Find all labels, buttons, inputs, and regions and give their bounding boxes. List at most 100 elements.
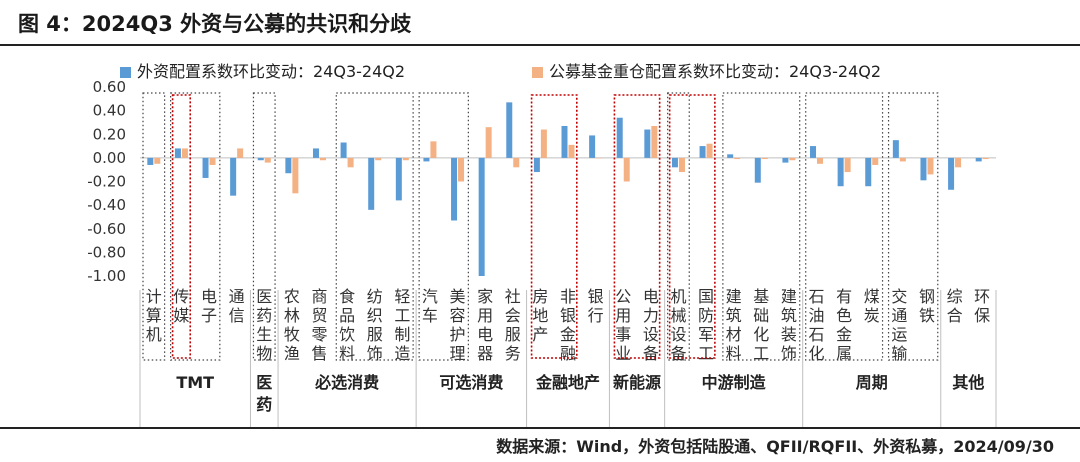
bar-fund-0 bbox=[154, 157, 161, 164]
category-label: 国 bbox=[698, 287, 714, 306]
category-label: 渔 bbox=[284, 344, 300, 363]
category-label: 色 bbox=[836, 306, 852, 325]
bar-fund-7 bbox=[347, 157, 354, 168]
category-label: 交 bbox=[891, 287, 907, 306]
category-label: 事 bbox=[615, 325, 631, 344]
category-label: 社 bbox=[505, 287, 521, 306]
source-bar: 数据来源：Wind，外资包括陆股通、QFII/RQFII、外资私募，2024/0… bbox=[0, 427, 1080, 462]
category-label: 务 bbox=[505, 344, 521, 363]
category-label: 设 bbox=[670, 325, 686, 344]
group-label: 可选消费 bbox=[439, 373, 503, 392]
bar-fund-10 bbox=[430, 141, 437, 158]
highlight-box-red bbox=[613, 94, 661, 359]
category-label: 非 bbox=[560, 287, 576, 306]
category-label: 机 bbox=[670, 287, 686, 306]
y-tick-label: -0.40 bbox=[87, 196, 126, 214]
category-label: 饰 bbox=[781, 344, 797, 363]
category-label: 输 bbox=[891, 344, 907, 363]
bar-foreign-14 bbox=[533, 157, 540, 173]
category-label: 基 bbox=[753, 287, 769, 306]
bar-fund-25 bbox=[844, 157, 851, 173]
category-label: 织 bbox=[367, 306, 383, 325]
category-label: 用 bbox=[615, 306, 631, 325]
y-tick-label: 0.00 bbox=[93, 149, 126, 167]
category-label: 会 bbox=[505, 306, 521, 325]
category-label: 料 bbox=[339, 344, 355, 363]
bar-fund-9 bbox=[402, 157, 409, 161]
category-label: 售 bbox=[311, 344, 327, 363]
category-label: 银 bbox=[560, 306, 576, 325]
category-label: 轻 bbox=[394, 287, 410, 306]
category-label: 容 bbox=[450, 306, 466, 325]
bar-foreign-15 bbox=[561, 125, 568, 158]
bar-foreign-2 bbox=[202, 157, 209, 178]
bar-fund-30 bbox=[982, 157, 989, 160]
category-label: 信 bbox=[229, 306, 245, 325]
category-label: 家 bbox=[477, 287, 493, 306]
category-label: 石 bbox=[809, 325, 825, 344]
category-label: 理 bbox=[450, 344, 466, 363]
highlight-box-red bbox=[530, 94, 578, 359]
category-label: 通 bbox=[891, 306, 907, 325]
category-label: 筑 bbox=[781, 306, 797, 325]
bar-foreign-9 bbox=[395, 157, 402, 201]
bar-foreign-6 bbox=[312, 148, 319, 158]
category-label: 食 bbox=[339, 287, 355, 306]
bar-fund-8 bbox=[375, 157, 382, 161]
bar-fund-12 bbox=[485, 127, 492, 158]
category-label: 化 bbox=[753, 325, 769, 344]
category-label: 军 bbox=[698, 325, 714, 344]
group-label: 其他 bbox=[952, 373, 984, 392]
category-label: 筑 bbox=[726, 306, 742, 325]
bar-foreign-3 bbox=[230, 157, 237, 196]
category-label: 炭 bbox=[864, 306, 880, 325]
category-label: 地 bbox=[532, 306, 548, 325]
highlight-box-dotted bbox=[418, 92, 469, 361]
highlight-box-dotted bbox=[170, 92, 221, 361]
category-label: 运 bbox=[891, 325, 907, 344]
category-label: 化 bbox=[809, 344, 825, 363]
category-label: 工 bbox=[698, 344, 714, 363]
category-label: 装 bbox=[781, 325, 797, 344]
category-label: 商 bbox=[311, 287, 327, 306]
bar-foreign-24 bbox=[810, 146, 817, 158]
bar-fund-19 bbox=[678, 157, 685, 173]
highlight-box-red bbox=[668, 94, 716, 359]
category-label: 综 bbox=[947, 287, 963, 306]
category-label: 融 bbox=[560, 344, 576, 363]
category-label: 饮 bbox=[339, 325, 355, 344]
group-label: 新能源 bbox=[613, 373, 661, 392]
bar-foreign-22 bbox=[754, 157, 761, 183]
bar-foreign-18 bbox=[644, 129, 651, 158]
category-label: 环 bbox=[974, 287, 990, 306]
category-label: 金 bbox=[560, 325, 576, 344]
bar-foreign-12 bbox=[478, 157, 485, 276]
category-label: 金 bbox=[836, 325, 852, 344]
bar-fund-29 bbox=[955, 157, 962, 168]
category-label: 电 bbox=[643, 287, 659, 306]
bar-foreign-29 bbox=[948, 157, 955, 190]
category-label: 银 bbox=[588, 287, 604, 306]
category-label: 美 bbox=[450, 287, 466, 306]
category-label: 房 bbox=[532, 287, 548, 306]
legend-label-foreign: 外资配置系数环比变动：24Q3-24Q2 bbox=[137, 62, 406, 81]
group-label: TMT bbox=[176, 373, 214, 392]
source-note: 数据来源：Wind，外资包括陆股通、QFII/RQFII、外资私募，2024/0… bbox=[496, 437, 1054, 456]
bar-foreign-0 bbox=[147, 157, 154, 165]
category-label: 汽 bbox=[422, 287, 438, 306]
title-bar: 图 4：2024Q3 外资与公募的共识和分歧 bbox=[0, 0, 1080, 46]
category-label: 用 bbox=[477, 306, 493, 325]
group-label: 周期 bbox=[856, 373, 888, 392]
bar-fund-13 bbox=[513, 157, 520, 168]
category-label: 车 bbox=[422, 306, 438, 325]
bar-fund-11 bbox=[458, 157, 465, 182]
bar-foreign-11 bbox=[451, 157, 458, 221]
bar-foreign-5 bbox=[285, 157, 292, 174]
category-label: 生 bbox=[256, 325, 272, 344]
group-label: 必选消费 bbox=[314, 373, 379, 392]
category-label: 力 bbox=[643, 306, 659, 325]
legend-swatch-fund bbox=[532, 67, 543, 78]
category-label: 业 bbox=[615, 344, 631, 363]
category-label: 纺 bbox=[367, 287, 383, 306]
bar-foreign-25 bbox=[837, 157, 844, 187]
